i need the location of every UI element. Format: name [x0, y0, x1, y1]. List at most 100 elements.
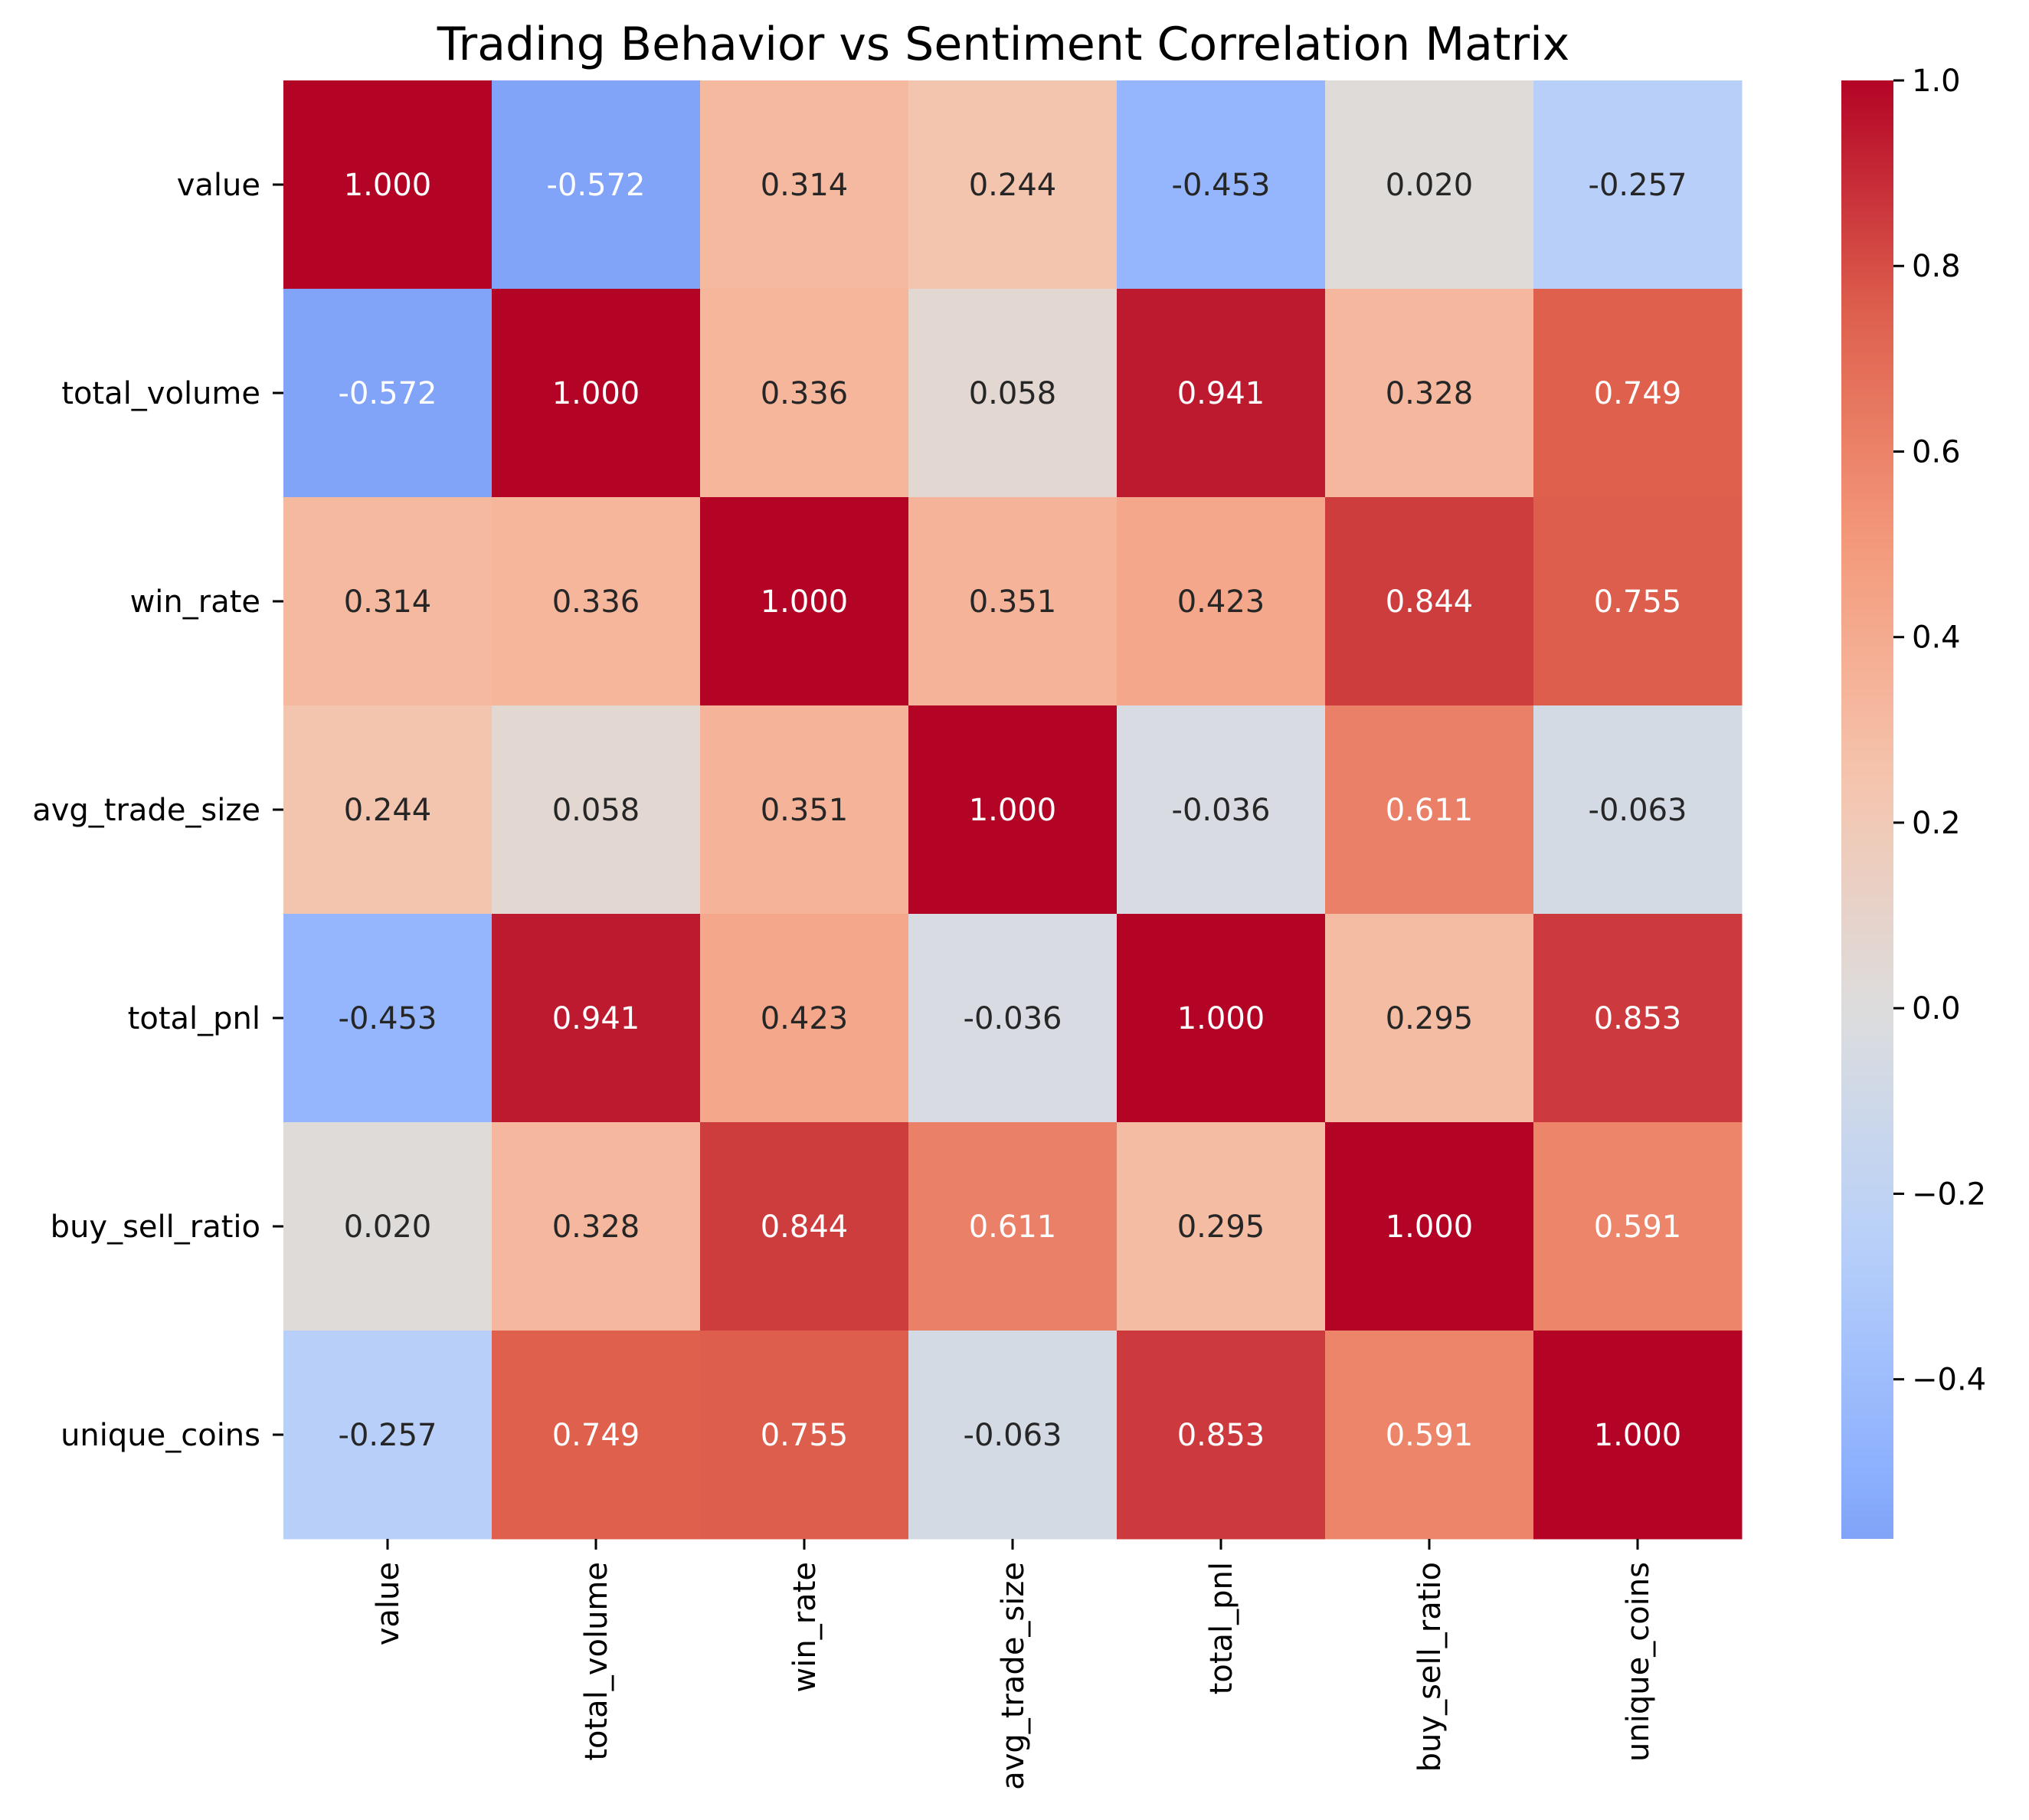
heatmap-cell — [492, 1331, 701, 1540]
cell-value-label: -0.063 — [964, 1418, 1062, 1453]
heatmap-cell — [700, 289, 909, 498]
cell-value-label: 1.000 — [761, 584, 849, 620]
cell-value-label: 0.755 — [761, 1418, 849, 1453]
colorbar-tick-label: 0.6 — [1912, 434, 1961, 470]
colorbar-tick-label: 0.0 — [1912, 991, 1961, 1026]
heatmap-cell — [1117, 1122, 1326, 1331]
heatmap-cell — [492, 80, 701, 290]
y-tick-label: unique_coins — [61, 1418, 260, 1453]
cell-value-label: 0.423 — [761, 1001, 849, 1036]
heatmap-cell — [700, 1122, 909, 1331]
heatmap-cell — [1533, 705, 1743, 915]
cell-value-label: 0.328 — [1386, 376, 1474, 411]
heatmap-cell — [492, 1122, 701, 1331]
cell-value-label: 0.336 — [761, 376, 849, 411]
cell-value-label: -0.453 — [1172, 168, 1271, 203]
heatmap-cell — [1533, 289, 1743, 498]
heatmap-cell — [492, 914, 701, 1123]
colorbar: 1.0 0.8 0.6 0.4 0.2 0.0 −0.2 −0.4 — [1841, 64, 1986, 1539]
cell-value-label: 0.941 — [552, 1001, 640, 1036]
y-axis: value total_volume win_rate avg_trade_sizet… — [32, 168, 283, 1453]
cell-value-label: 0.058 — [552, 793, 640, 828]
heatmap-cell — [908, 497, 1118, 706]
chart-title: Trading Behavior vs Sentiment Correlatio… — [437, 18, 1570, 71]
heatmap-cell — [1533, 497, 1743, 706]
cell-value-label: 0.853 — [1594, 1001, 1682, 1036]
heatmap-cell — [700, 1331, 909, 1540]
cell-value-label: 0.295 — [1177, 1210, 1265, 1245]
heatmap-cell — [283, 497, 493, 706]
colorbar-tick-label: 0.2 — [1912, 806, 1961, 841]
cell-value-label: -0.036 — [964, 1001, 1062, 1036]
cell-value-label: 1.000 — [969, 793, 1057, 828]
cell-value-label: 0.423 — [1177, 584, 1265, 620]
cell-value-label: -0.257 — [339, 1418, 437, 1453]
cell-value-label: -0.257 — [1589, 168, 1687, 203]
cell-value-label: 0.844 — [1386, 584, 1474, 620]
cell-value-label: 1.000 — [344, 168, 432, 203]
cell-value-label: 0.749 — [552, 1418, 640, 1453]
cell-value-label: 1.000 — [552, 376, 640, 411]
heatmap-cell — [1117, 1331, 1326, 1540]
cell-value-label: 0.244 — [969, 168, 1057, 203]
cell-value-label: -0.036 — [1172, 793, 1271, 828]
cell-value-label: 0.351 — [969, 584, 1057, 620]
heatmap-cell — [1325, 705, 1534, 915]
heatmap-cell — [1325, 914, 1534, 1123]
colorbar-tick-label: 0.8 — [1912, 249, 1961, 284]
cell-value-label: 0.611 — [1386, 793, 1474, 828]
cell-value-label: 0.611 — [969, 1210, 1057, 1245]
colorbar-tick-label: −0.2 — [1912, 1177, 1986, 1212]
cell-value-label: 1.000 — [1594, 1418, 1682, 1453]
heatmap-cell — [1325, 1331, 1534, 1540]
x-tick-label: value — [371, 1562, 406, 1645]
cell-value-label: 0.244 — [344, 793, 432, 828]
heatmap-cell — [283, 289, 493, 498]
cell-value-label: 0.591 — [1386, 1418, 1474, 1453]
heatmap-cell — [1325, 80, 1534, 290]
heatmap-cell — [700, 914, 909, 1123]
cell-value-label: 0.844 — [761, 1210, 849, 1245]
heatmap-cell — [1117, 497, 1326, 706]
cell-value-label: 0.591 — [1594, 1210, 1682, 1245]
y-tick-label: total_volume — [61, 376, 260, 411]
y-tick-label: avg_trade_size — [32, 793, 260, 828]
heatmap-cell — [283, 80, 493, 290]
heatmap-cell — [1533, 1331, 1743, 1540]
x-tick-label: avg_trade_size — [996, 1562, 1031, 1790]
heatmap-cell — [1533, 1122, 1743, 1331]
heatmap-cells — [283, 80, 1743, 1540]
y-tick-label: value — [177, 168, 260, 203]
x-tick-label: total_pnl — [1204, 1562, 1239, 1694]
heatmap-cell — [908, 705, 1118, 915]
cell-value-label: 0.328 — [552, 1210, 640, 1245]
heatmap-cell — [1325, 1122, 1534, 1331]
heatmap-cell — [283, 914, 493, 1123]
heatmap-cell — [283, 1331, 493, 1540]
cell-value-label: 0.749 — [1594, 376, 1682, 411]
heatmap-cell — [283, 1122, 493, 1331]
colorbar-gradient — [1841, 80, 1893, 1539]
cell-value-label: 0.314 — [344, 584, 432, 620]
x-axis: value total_volume win_rate avg_trade_size t… — [371, 1539, 1656, 1790]
x-tick-label: win_rate — [787, 1562, 823, 1692]
cell-value-label: -0.572 — [547, 168, 646, 203]
cell-value-label: 0.941 — [1177, 376, 1265, 411]
heatmap-cell-labels: 1.000 -0.572 0.314 0.244 -0.453 0.020 -0.257 -0… — [339, 168, 1687, 1453]
y-tick-label: total_pnl — [128, 1001, 260, 1036]
cell-value-label: 0.058 — [969, 376, 1057, 411]
heatmap-cell — [700, 497, 909, 706]
cell-value-label: 1.000 — [1177, 1001, 1265, 1036]
colorbar-tick-label: 0.4 — [1912, 620, 1961, 656]
heatmap-cell — [700, 705, 909, 915]
heatmap-cell — [700, 80, 909, 290]
heatmap-cell — [1533, 914, 1743, 1123]
cell-value-label: 0.853 — [1177, 1418, 1265, 1453]
cell-value-label: -0.453 — [339, 1001, 437, 1036]
cell-value-label: 0.755 — [1594, 584, 1682, 620]
heatmap-cell — [1117, 705, 1326, 915]
cell-value-label: 0.336 — [552, 584, 640, 620]
heatmap-cell — [908, 1122, 1118, 1331]
cell-value-label: 0.020 — [344, 1210, 432, 1245]
